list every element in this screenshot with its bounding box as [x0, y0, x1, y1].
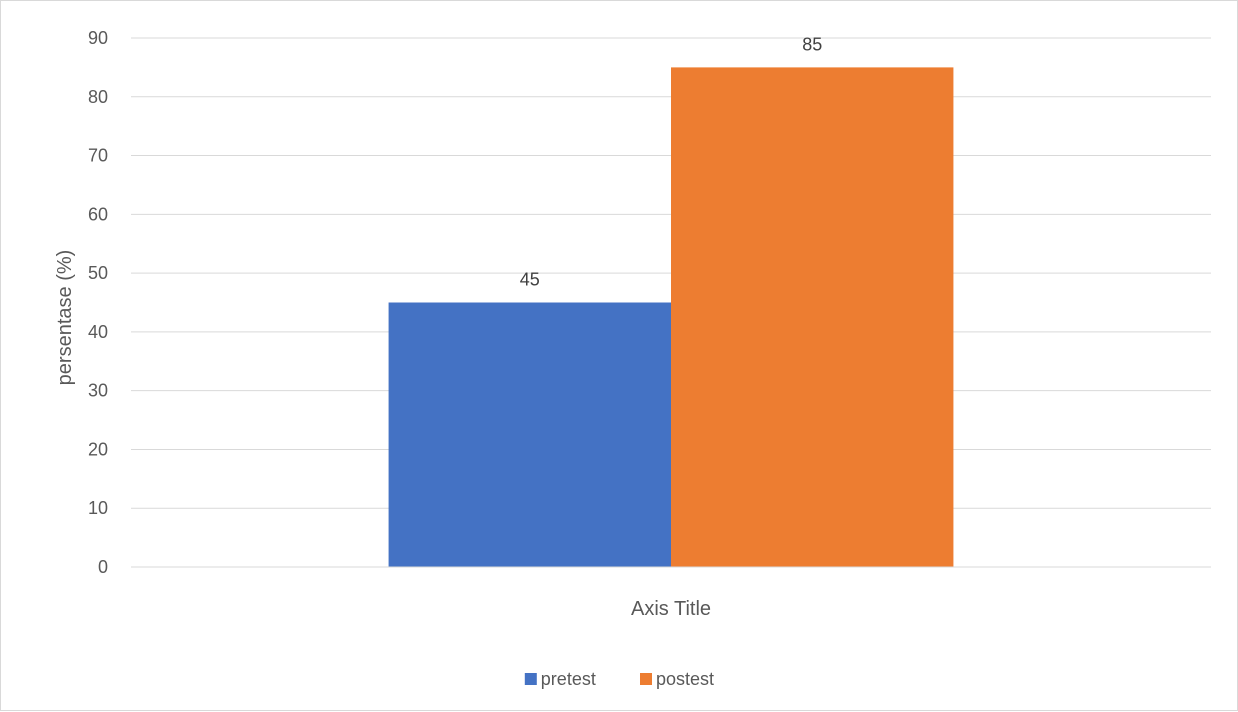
y-tick-label: 60 — [88, 204, 108, 224]
data-labels: 45 85 — [520, 34, 822, 289]
x-axis-title: Axis Title — [631, 598, 711, 620]
data-label-postest: 85 — [802, 34, 822, 54]
legend-swatch-postest — [640, 673, 652, 685]
y-axis-ticks: 0 10 20 30 40 50 60 70 80 90 — [88, 28, 108, 577]
y-tick-label: 90 — [88, 28, 108, 48]
data-label-pretest: 45 — [520, 270, 540, 290]
legend-swatch-pretest — [524, 673, 537, 685]
legend-label-postest: postest — [656, 669, 714, 689]
bar-pretest — [388, 302, 671, 567]
legend: pretest postest — [524, 669, 714, 689]
bar-postest — [671, 67, 954, 567]
y-tick-label: 10 — [88, 498, 108, 518]
y-tick-label: 50 — [88, 263, 108, 283]
y-axis-title: persentase (%) — [54, 250, 76, 386]
legend-label-pretest: pretest — [541, 669, 596, 689]
y-tick-label: 30 — [88, 381, 108, 401]
y-tick-label: 80 — [88, 87, 108, 107]
y-tick-label: 0 — [98, 557, 108, 577]
y-tick-label: 70 — [88, 146, 108, 166]
y-tick-label: 40 — [88, 322, 108, 342]
bars — [388, 67, 954, 567]
y-tick-label: 20 — [88, 439, 108, 459]
